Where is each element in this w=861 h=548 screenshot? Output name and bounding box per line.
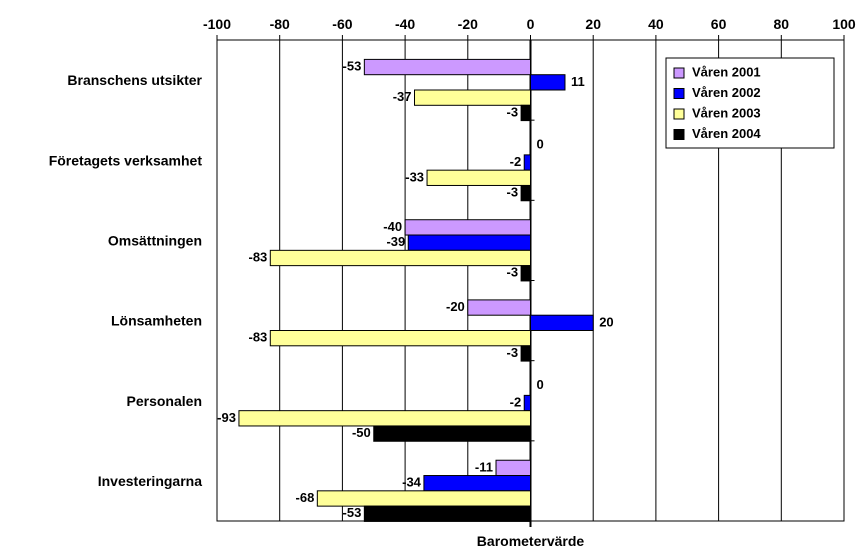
data-label: -2	[510, 154, 522, 169]
data-label: -33	[405, 169, 424, 184]
data-label: -3	[507, 104, 519, 119]
bar-varen-2002-foretagets-verksamhet	[523, 154, 531, 171]
bar-varen-2002-omsattningen	[407, 234, 531, 251]
bar-varen-2001-branschens-utsikter	[363, 58, 531, 76]
bar-varen-2002-personalen	[523, 394, 531, 412]
legend-label-varen-2003: Våren 2003	[692, 105, 761, 120]
bar-varen-2003-investeringarna	[316, 490, 531, 507]
data-label: -20	[446, 299, 465, 314]
data-label: -50	[352, 425, 371, 440]
data-label: -83	[248, 330, 267, 345]
bar-varen-2004-omsattningen	[520, 265, 531, 282]
category-label-omsattningen: Omsättningen	[108, 232, 202, 248]
data-label: -39	[386, 234, 405, 249]
data-label: -68	[296, 490, 315, 505]
bar-varen-2002-investeringarna	[423, 475, 531, 492]
category-label-branschens-utsikter: Branschens utsikter	[67, 72, 202, 88]
data-label: 11	[571, 74, 585, 89]
x-tick-label: -80	[270, 16, 290, 32]
bar-varen-2004-lonsamheten	[520, 345, 531, 362]
x-tick-label: -40	[395, 16, 415, 32]
data-label: -3	[507, 345, 519, 360]
category-label-investeringarna: Investeringarna	[98, 473, 202, 489]
bar-varen-2004-foretagets-verksamhet	[520, 184, 531, 202]
x-tick-label: 40	[648, 16, 664, 32]
data-label: 0	[537, 377, 544, 392]
legend-box	[665, 57, 835, 149]
category-label-lonsamheten: Lönsamheten	[111, 313, 202, 329]
data-label: -2	[510, 394, 522, 409]
x-axis: -100 -80 -60 -40 -20 0 20 40 60 80 100	[203, 16, 856, 40]
bar-varen-2003-lonsamheten	[269, 330, 531, 347]
data-label: 0	[537, 137, 544, 152]
bar-varen-2004-investeringarna	[363, 505, 531, 522]
x-tick-label: 20	[585, 16, 601, 32]
data-label: -3	[507, 265, 519, 280]
legend-swatch-varen-2002	[673, 88, 685, 99]
x-axis-title: Barometervärde	[477, 533, 585, 548]
bar-varen-2001-lonsamheten	[467, 299, 531, 316]
legend-swatch-varen-2003	[673, 108, 685, 120]
legend-label-varen-2004: Våren 2004	[692, 126, 761, 141]
x-tick-label: -20	[458, 16, 478, 32]
bar-varen-2004-branschens-utsikter	[520, 104, 531, 122]
bar-varen-2003-omsattningen	[269, 249, 531, 267]
legend-swatch-varen-2001	[673, 67, 685, 79]
bars	[238, 58, 594, 522]
legend-label-varen-2001: Våren 2001	[692, 64, 761, 79]
data-label: -40	[383, 219, 402, 234]
data-label: -3	[507, 185, 519, 200]
x-tick-label: 80	[774, 16, 790, 32]
x-tick-label: 100	[832, 16, 856, 32]
data-label: -34	[402, 475, 422, 490]
x-tick-label: 0	[527, 16, 535, 32]
data-label: -53	[343, 58, 362, 73]
x-tick-label: 60	[711, 16, 727, 32]
data-label: -11	[475, 459, 493, 474]
bar-varen-2002-branschens-utsikter	[530, 74, 566, 91]
data-labels: -53 0 -40 -20 0 -11 11 -2 -39 20 -2 -34 -37 -33 -83 -83…	[217, 58, 614, 520]
category-axis: Branschens utsikter Företagets verksamhet…	[49, 39, 535, 527]
bar-varen-2004-personalen	[373, 425, 531, 442]
bar-varen-2003-branschens-utsikter	[414, 89, 532, 106]
data-label: 20	[599, 314, 613, 329]
bar-varen-2003-personalen	[238, 410, 531, 427]
legend: Våren 2001 Våren 2002 Våren 2003 Våren 2004	[665, 57, 835, 149]
x-tick-label: -100	[203, 16, 231, 32]
category-label-personalen: Personalen	[127, 393, 202, 409]
legend-swatch-varen-2004	[673, 129, 685, 140]
bar-varen-2001-omsattningen	[404, 219, 532, 236]
legend-label-varen-2002: Våren 2002	[692, 85, 761, 100]
bar-varen-2003-foretagets-verksamhet	[426, 169, 532, 186]
data-label: -93	[217, 410, 236, 425]
data-label: -53	[343, 505, 362, 520]
bar-varen-2002-lonsamheten	[530, 314, 594, 332]
x-tick-label: -60	[332, 16, 352, 32]
data-label: -83	[248, 249, 267, 264]
bar-varen-2001-investeringarna	[495, 459, 532, 477]
data-label: -37	[393, 89, 412, 104]
category-label-foretagets-verksamhet: Företagets verksamhet	[49, 152, 203, 168]
